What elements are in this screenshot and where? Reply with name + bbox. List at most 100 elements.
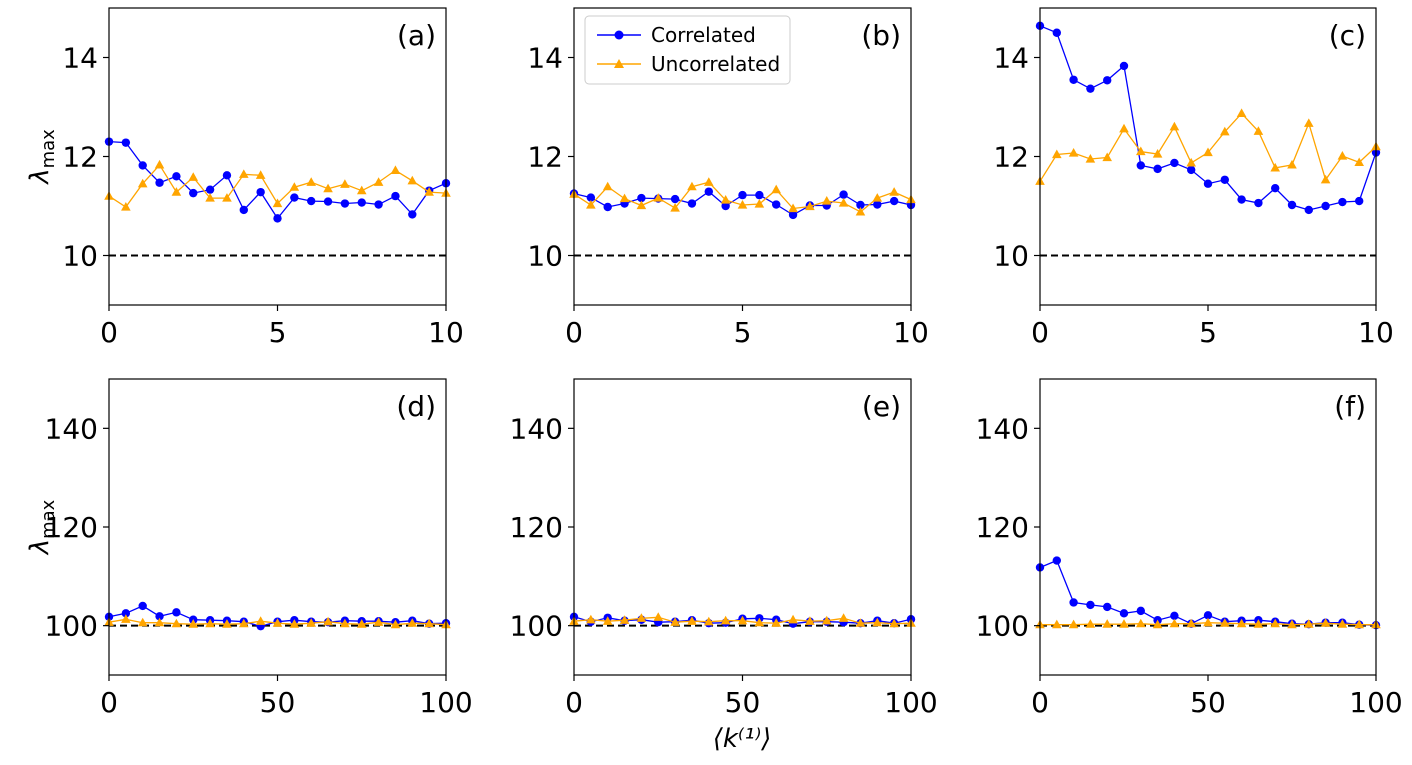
x-tick-label: 100 bbox=[884, 686, 937, 719]
y-tick-label: 140 bbox=[510, 412, 563, 445]
y-axis-label-subscript: max bbox=[38, 499, 59, 539]
data-point-uncorrelated bbox=[188, 172, 199, 181]
data-point-uncorrelated bbox=[407, 618, 418, 627]
data-point-correlated bbox=[1069, 75, 1078, 84]
data-point-correlated bbox=[1254, 198, 1263, 208]
data-point-uncorrelated bbox=[272, 198, 283, 208]
data-point-uncorrelated bbox=[1236, 618, 1247, 628]
data-point-uncorrelated bbox=[1152, 149, 1163, 158]
data-point-uncorrelated bbox=[1085, 153, 1096, 163]
y-tick-label: 100 bbox=[510, 610, 563, 643]
data-point-uncorrelated bbox=[1287, 159, 1297, 169]
x-tick-label: 10 bbox=[1358, 316, 1394, 349]
y-tick-label: 120 bbox=[45, 511, 98, 544]
data-point-uncorrelated bbox=[855, 206, 866, 216]
data-point-uncorrelated bbox=[1169, 618, 1180, 628]
data-point-correlated bbox=[1153, 164, 1162, 174]
data-point-uncorrelated bbox=[1270, 618, 1280, 628]
data-point-uncorrelated bbox=[340, 179, 350, 188]
data-point-uncorrelated bbox=[1304, 619, 1314, 628]
data-point-correlated bbox=[138, 601, 147, 611]
data-point-correlated bbox=[1271, 183, 1280, 193]
data-point-uncorrelated bbox=[272, 618, 283, 627]
data-point-uncorrelated bbox=[407, 175, 418, 185]
data-point-uncorrelated bbox=[1320, 174, 1331, 184]
data-point-correlated bbox=[873, 200, 882, 209]
data-point-uncorrelated bbox=[602, 616, 613, 625]
data-point-correlated bbox=[155, 178, 164, 187]
data-point-correlated bbox=[290, 193, 299, 202]
data-point-uncorrelated bbox=[771, 618, 781, 627]
data-point-correlated bbox=[1321, 201, 1330, 211]
y-tick-label: 10 bbox=[62, 240, 98, 273]
data-point-uncorrelated bbox=[289, 182, 300, 191]
y-tick-label: 12 bbox=[62, 141, 98, 174]
data-point-uncorrelated bbox=[222, 193, 232, 202]
y-axis-label: λmax bbox=[25, 129, 59, 186]
panel-b: 0 5 10 10 12 14 (b) bbox=[527, 7, 929, 349]
data-point-uncorrelated bbox=[855, 618, 866, 627]
data-point-uncorrelated bbox=[390, 619, 401, 629]
data-point-uncorrelated bbox=[889, 187, 899, 196]
data-point-correlated bbox=[172, 608, 181, 617]
data-point-uncorrelated bbox=[687, 181, 697, 191]
data-point-uncorrelated bbox=[821, 615, 832, 625]
data-point-correlated bbox=[1203, 611, 1213, 620]
data-point-correlated bbox=[121, 609, 131, 618]
data-point-correlated bbox=[687, 199, 697, 208]
data-point-uncorrelated bbox=[872, 617, 883, 627]
legend-label-correlated: Correlated bbox=[651, 23, 756, 47]
data-point-uncorrelated bbox=[1354, 157, 1364, 167]
data-point-uncorrelated bbox=[720, 195, 731, 204]
data-point-uncorrelated bbox=[670, 202, 680, 212]
data-point-correlated bbox=[586, 193, 596, 202]
data-point-correlated bbox=[1237, 195, 1246, 204]
y-tick-label: 140 bbox=[976, 412, 1029, 445]
data-point-uncorrelated bbox=[424, 618, 434, 628]
x-tick-label: 5 bbox=[269, 316, 287, 349]
y-tick-label: 14 bbox=[527, 42, 563, 75]
data-point-uncorrelated bbox=[788, 203, 798, 213]
data-point-correlated bbox=[189, 188, 198, 198]
data-point-uncorrelated bbox=[586, 200, 596, 209]
data-point-correlated bbox=[1287, 200, 1297, 210]
x-tick-label: 0 bbox=[1031, 316, 1049, 349]
data-point-uncorrelated bbox=[1337, 619, 1348, 628]
data-point-uncorrelated bbox=[255, 616, 266, 625]
data-point-uncorrelated bbox=[771, 184, 781, 194]
x-tick-label: 50 bbox=[725, 686, 761, 719]
data-point-correlated bbox=[856, 200, 865, 210]
x-tick-label: 10 bbox=[428, 316, 464, 349]
data-point-correlated bbox=[1187, 165, 1196, 175]
data-point-uncorrelated bbox=[239, 618, 249, 628]
data-point-uncorrelated bbox=[1270, 162, 1280, 172]
y-axis-label-symbol: λ bbox=[25, 539, 55, 556]
data-point-correlated bbox=[222, 171, 232, 180]
data-point-correlated bbox=[1052, 556, 1062, 565]
data-point-uncorrelated bbox=[239, 169, 249, 178]
data-point-uncorrelated bbox=[1102, 619, 1112, 628]
data-point-uncorrelated bbox=[889, 618, 899, 628]
data-point-correlated bbox=[307, 196, 316, 206]
data-point-correlated bbox=[637, 193, 646, 203]
data-point-correlated bbox=[755, 190, 764, 200]
data-point-uncorrelated bbox=[1119, 619, 1129, 628]
data-point-uncorrelated bbox=[1220, 126, 1230, 136]
data-point-uncorrelated bbox=[1203, 617, 1213, 627]
data-point-correlated bbox=[1220, 175, 1230, 184]
data-point-correlated bbox=[1304, 205, 1314, 215]
data-point-uncorrelated bbox=[356, 619, 367, 628]
panel-label-c: (c) bbox=[1329, 19, 1366, 52]
data-point-correlated bbox=[1086, 600, 1095, 610]
data-point-correlated bbox=[1170, 158, 1179, 168]
data-point-correlated bbox=[205, 185, 215, 194]
data-point-uncorrelated bbox=[1136, 618, 1146, 628]
data-point-uncorrelated bbox=[1152, 619, 1163, 629]
data-point-uncorrelated bbox=[1203, 147, 1213, 157]
y-tick-label: 12 bbox=[993, 141, 1029, 174]
data-point-uncorrelated bbox=[838, 198, 849, 207]
data-point-uncorrelated bbox=[1052, 149, 1062, 159]
y-tick-label: 100 bbox=[45, 610, 98, 643]
data-point-correlated bbox=[1086, 84, 1095, 93]
